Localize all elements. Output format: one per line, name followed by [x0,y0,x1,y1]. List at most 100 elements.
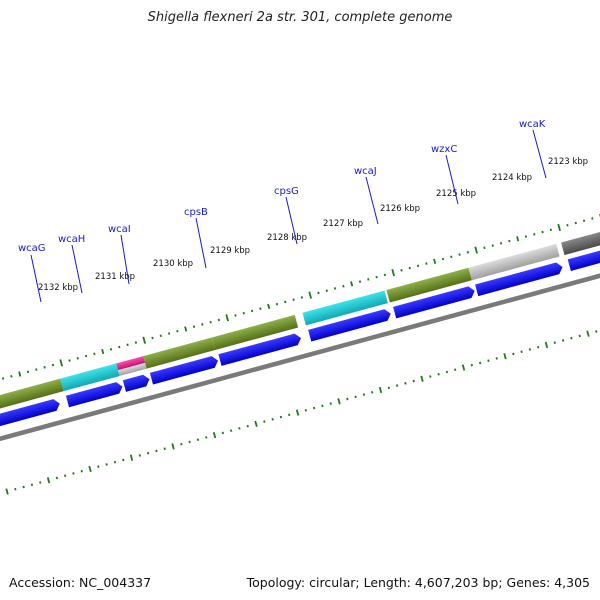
tick-mark [470,363,473,367]
tick-mark [582,219,586,223]
gene-label-wcaH[interactable]: wcaH [58,234,85,245]
feature-track-top [0,219,600,457]
tick-mark [217,318,221,322]
cds-arrow[interactable] [475,261,564,297]
tick-mark [142,336,146,344]
kbp-label: 2128 kbp [267,233,307,243]
tick-mark [541,230,544,234]
gene-block[interactable] [118,362,147,376]
tick-mark [429,375,432,378]
tick-mark [362,393,366,396]
tick-mark [234,314,237,317]
gene-leader-line [532,129,547,179]
tick-mark [271,418,274,421]
gene-label-wcaJ[interactable]: wcaJ [354,166,377,177]
tick-mark [221,431,224,435]
tick-mark [159,334,162,338]
tick-mark [10,375,13,378]
gene-block[interactable] [0,378,64,457]
tick-mark [387,386,390,390]
tick-mark [524,235,528,238]
tick-mark [591,217,594,220]
cds-arrow[interactable] [218,332,302,366]
tick-mark [408,266,411,270]
kbp-label: 2124 kbp [492,173,532,183]
tick-mark [118,345,121,349]
tick-mark [574,221,577,225]
gene-block[interactable] [468,243,560,281]
cds-arrow[interactable] [149,355,220,385]
tick-mark [201,323,204,326]
gene-label-wcaG[interactable]: wcaG [18,243,46,254]
tick-mark [155,449,158,453]
tick-mark [321,404,324,408]
gene-block[interactable] [302,290,388,326]
tick-mark [549,228,553,232]
tick-mark [586,330,590,337]
tick-mark [68,359,71,362]
tick-mark [312,406,316,410]
gene-label-wzxC[interactable]: wzxC [431,144,457,155]
tick-mark [39,481,42,484]
kbp-tick-ring-outer [1,213,600,380]
cds-arrow[interactable] [393,285,476,319]
tick-mark [503,353,507,360]
cds-arrow[interactable] [567,237,600,271]
tick-mark [225,314,229,322]
gene-leader-line [445,154,459,205]
tick-mark [491,244,494,247]
tick-mark [192,325,196,329]
gene-block[interactable] [211,314,299,350]
gene-block[interactable] [561,219,600,256]
tick-mark [544,341,549,349]
tick-mark [441,257,445,261]
tick-mark [433,258,437,264]
cds-arrow[interactable] [0,398,61,473]
tick-mark [180,442,183,446]
gene-block[interactable] [116,356,146,371]
tick-mark [51,363,55,367]
gene-block[interactable] [60,363,120,392]
tick-mark [84,354,88,358]
gene-label-cpsB[interactable]: cpsB [184,207,208,218]
tick-mark [46,477,51,484]
tick-mark [474,246,478,254]
genome-title: Shigella flexneri 2a str. 301, complete … [147,10,453,25]
cds-arrow[interactable] [65,381,124,408]
gene-block[interactable] [386,267,472,303]
tick-mark [570,336,573,340]
tick-mark [295,409,300,416]
tick-mark [43,366,46,369]
tick-mark [134,341,138,344]
tick-mark [196,438,200,441]
tick-mark [325,289,328,292]
cds-arrow[interactable] [308,308,392,342]
gene-label-cpsG[interactable]: cpsG [274,186,299,197]
genome-backbone [0,220,600,487]
tick-mark [88,465,92,473]
tick-mark [404,381,407,385]
tick-mark [229,429,233,432]
tick-mark [22,485,25,489]
tick-mark [466,251,470,254]
tick-ring-inner [5,330,598,495]
cds-arrow[interactable] [122,373,151,392]
tick-mark [520,350,523,354]
tick-mark [483,246,486,250]
tick-mark [478,361,482,365]
tick-mark [528,348,532,351]
tick-mark [263,420,266,423]
gene-label-wcaK[interactable]: wcaK [519,119,546,130]
gene-label-wcaI[interactable]: wcaI [108,224,131,235]
kbp-label: 2131 kbp [95,272,135,282]
tick-mark [292,298,295,301]
gene-leader-line [71,244,83,294]
tick-mark [184,326,188,332]
gene-block[interactable] [143,337,216,369]
tick-mark [80,469,83,473]
tick-mark [400,269,403,272]
tick-mark [246,424,249,428]
tick-mark [317,291,320,295]
